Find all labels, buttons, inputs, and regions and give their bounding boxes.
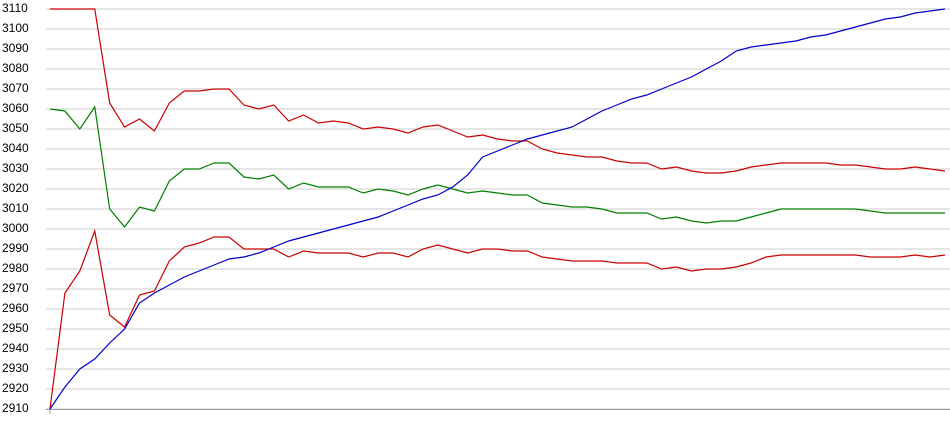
y-tick-label: 2980	[2, 261, 29, 275]
y-tick-label: 3070	[2, 81, 29, 95]
y-tick-label: 3110	[2, 1, 28, 15]
y-tick-label: 3100	[2, 21, 29, 35]
series-line	[49, 105, 945, 228]
series-line	[50, 8, 946, 174]
y-tick-label: 3060	[2, 101, 29, 115]
y-tick-label: 2940	[2, 341, 29, 355]
series-line	[49, 228, 946, 410]
y-tick-label: 3000	[2, 221, 29, 235]
y-tick-label: 3040	[2, 141, 29, 155]
y-tick-label: 2970	[2, 281, 29, 295]
y-tick-label: 3080	[2, 61, 29, 75]
y-tick-label: 2910	[2, 401, 29, 415]
y-tick-label: 2930	[2, 361, 29, 375]
y-tick-label: 2990	[2, 241, 29, 255]
y-tick-label: 3010	[2, 201, 29, 215]
y-tick-label: 3030	[2, 161, 29, 175]
y-tick-label: 2950	[2, 321, 29, 335]
y-tick-label: 3020	[2, 181, 29, 195]
series-line	[49, 8, 946, 410]
y-tick-label: 2920	[2, 381, 29, 395]
y-tick-label: 3090	[2, 41, 29, 55]
y-tick-label: 2960	[2, 301, 29, 315]
y-tick-label: 3050	[2, 121, 29, 135]
